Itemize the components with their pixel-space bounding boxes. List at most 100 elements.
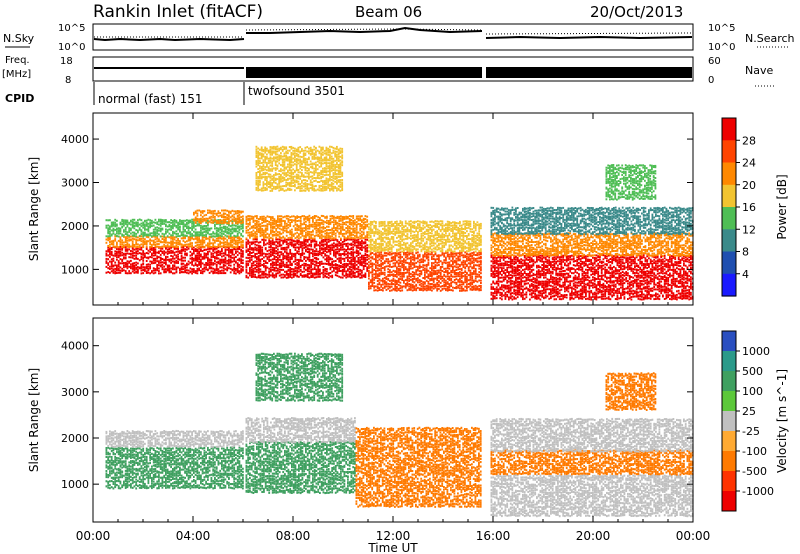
power-cell: [411, 240, 414, 243]
power-cell: [259, 270, 262, 273]
power-cell: [224, 237, 227, 240]
power-cell: [212, 263, 215, 266]
power-cell: [310, 248, 313, 251]
power-cell: [415, 257, 418, 260]
power-cell: [219, 266, 222, 269]
power-cell: [291, 262, 293, 265]
power-cell: [448, 263, 451, 266]
power-cell: [340, 232, 342, 235]
power-cell: [187, 269, 190, 272]
power-cell: [359, 262, 362, 265]
power-cell: [364, 221, 367, 224]
power-cell: [326, 276, 328, 279]
power-cell: [250, 255, 253, 257]
power-cell: [345, 232, 348, 235]
power-cell: [233, 238, 236, 241]
power-cell: [166, 266, 169, 269]
power-cell: [355, 252, 358, 255]
power-cell: [280, 262, 283, 265]
power-cell: [133, 248, 136, 251]
power-cell: [448, 253, 451, 256]
power-cell: [200, 229, 202, 232]
power-cell: [355, 228, 358, 231]
power-cell: [385, 234, 388, 237]
power-cell: [240, 255, 243, 258]
power-cell: [187, 260, 190, 263]
power-cell: [301, 231, 304, 234]
power-cell: [333, 249, 335, 252]
power-cell: [396, 222, 398, 225]
power-cell: [453, 281, 456, 284]
power-cell: [121, 220, 124, 223]
power-cell: [354, 251, 356, 254]
power-cell: [299, 269, 302, 271]
power-cell: [231, 260, 234, 263]
power-cell: [107, 245, 110, 247]
power-cell: [308, 270, 311, 273]
power-cell: [263, 272, 265, 275]
power-cell: [403, 251, 405, 254]
power-cell: [366, 268, 369, 270]
power-cell: [135, 250, 138, 253]
power-cell: [432, 267, 435, 270]
power-cell: [357, 231, 360, 234]
power-cell: [306, 244, 309, 247]
power-cell: [415, 238, 418, 241]
power-cell: [259, 235, 262, 238]
power-cell: [271, 272, 274, 275]
power-cell: [366, 233, 369, 236]
power-cell: [394, 255, 397, 258]
power-cell: [298, 243, 300, 246]
power-cell: [131, 234, 134, 237]
power-cell: [331, 276, 334, 279]
power-cell: [341, 276, 344, 279]
power-cell: [436, 258, 439, 261]
power-cell: [464, 277, 467, 280]
power-cell: [333, 227, 335, 230]
power-cell: [312, 268, 314, 271]
power-cell: [189, 267, 192, 270]
power-cell: [301, 249, 304, 251]
power-cell: [152, 241, 155, 244]
power-cell: [154, 259, 157, 262]
power-cell: [229, 254, 232, 257]
power-cell: [264, 269, 267, 272]
power-cell: [236, 265, 239, 268]
power-cell: [219, 221, 222, 224]
power-cell: [245, 262, 248, 265]
power-cell: [109, 248, 111, 251]
power-cell: [264, 233, 267, 236]
power-cell: [121, 260, 124, 262]
power-cell: [224, 256, 227, 259]
power-cell: [198, 209, 201, 212]
power-cell: [446, 267, 449, 270]
power-cell: [462, 256, 465, 259]
power-cell: [196, 223, 199, 226]
power-cell: [315, 262, 318, 265]
power-cell: [207, 264, 209, 266]
power-cell: [235, 261, 237, 264]
power-cell: [301, 242, 304, 245]
power-cell: [455, 252, 458, 255]
power-cell: [345, 264, 348, 267]
power-cell: [219, 236, 222, 238]
power-cell: [445, 275, 447, 278]
power-cell: [429, 228, 432, 231]
power-cell: [135, 223, 138, 225]
power-cell: [212, 242, 215, 245]
power-cell: [343, 266, 346, 269]
power-cell: [471, 252, 474, 255]
power-cell: [238, 210, 241, 213]
power-cell: [331, 233, 334, 236]
power-cell: [200, 260, 202, 263]
power-cell: [334, 252, 337, 255]
power-cell: [305, 268, 307, 271]
power-cell: [425, 245, 428, 248]
power-cell: [411, 286, 414, 289]
power-cell: [200, 258, 202, 261]
power-cell: [212, 221, 215, 224]
power-cell: [165, 236, 167, 239]
power-cell: [170, 249, 172, 252]
power-cell: [355, 255, 358, 258]
power-cell: [305, 227, 307, 229]
